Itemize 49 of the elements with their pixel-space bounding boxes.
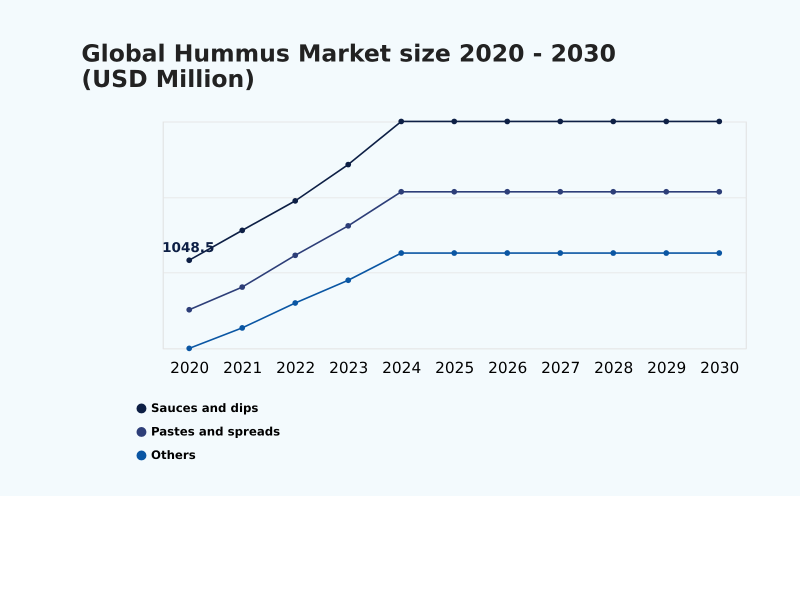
x-tick-label: 2027 xyxy=(541,359,580,378)
point xyxy=(398,118,404,124)
x-tick-label: 2028 xyxy=(594,359,634,378)
point xyxy=(398,250,404,256)
x-tick-label: 2020 xyxy=(170,359,210,378)
point xyxy=(663,188,670,195)
point xyxy=(504,250,510,256)
x-tick-label: 2026 xyxy=(488,359,528,378)
point xyxy=(610,250,616,256)
point xyxy=(716,188,722,195)
point xyxy=(186,306,192,313)
x-tick-label: 2030 xyxy=(700,359,740,378)
point xyxy=(557,188,564,195)
point xyxy=(292,198,298,204)
point xyxy=(663,118,670,124)
point xyxy=(557,250,564,256)
point xyxy=(398,188,404,195)
point xyxy=(239,325,246,331)
legend-label: Others xyxy=(150,448,196,462)
point xyxy=(292,300,298,306)
x-tick-label: 2029 xyxy=(647,359,686,378)
x-tick-label: 2022 xyxy=(276,359,316,378)
point xyxy=(451,188,458,195)
point xyxy=(186,257,192,264)
point xyxy=(345,162,352,168)
x-tick-label: 2023 xyxy=(329,359,368,378)
point xyxy=(557,118,564,124)
data-label: 1048.5 xyxy=(162,240,214,256)
point xyxy=(239,284,246,290)
point xyxy=(239,228,246,234)
x-tick-label: 2025 xyxy=(435,359,474,378)
point xyxy=(716,118,722,124)
point xyxy=(292,252,298,258)
point xyxy=(610,118,616,124)
x-tick-label: 2024 xyxy=(382,359,422,378)
point xyxy=(504,188,510,195)
point xyxy=(451,250,458,256)
point xyxy=(345,277,352,284)
point xyxy=(504,118,510,124)
legend-label: Sauces and dips xyxy=(150,401,258,416)
x-tick-label: 2021 xyxy=(223,359,262,378)
point xyxy=(451,118,458,124)
point xyxy=(610,188,616,195)
chart-title: Global Hummus Market size 2020 - 2030 (USD Million) xyxy=(81,40,616,93)
point xyxy=(716,250,722,256)
point xyxy=(186,345,192,352)
legend-label: Pastes and spreads xyxy=(150,424,280,439)
point xyxy=(663,250,670,256)
point xyxy=(345,222,352,229)
